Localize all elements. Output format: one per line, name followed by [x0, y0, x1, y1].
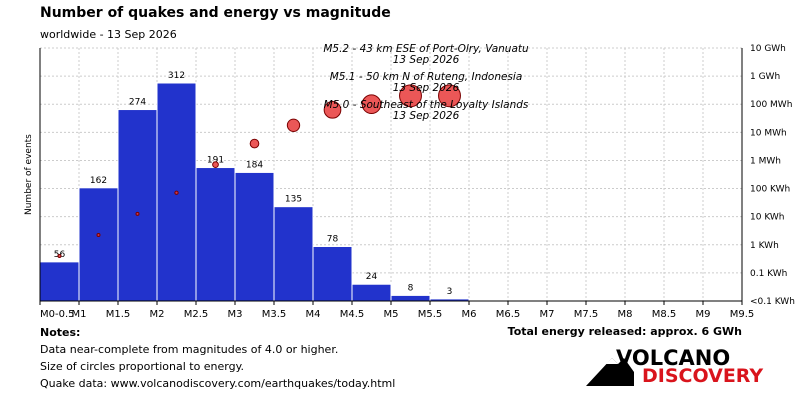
bar	[78, 187, 119, 302]
annotation-text: M5.2 - 43 km ESE of Port-Olry, Vanuatu	[323, 43, 529, 55]
energy-circle	[135, 211, 140, 216]
chart-title: Number of quakes and energy vs magnitude	[40, 5, 391, 21]
x-tick-label: M5	[384, 309, 399, 320]
notes-heading: Notes:	[40, 326, 81, 339]
annotation-date: 13 Sep 2026	[393, 110, 460, 122]
energy-circle	[57, 254, 62, 259]
annotations: M5.2 - 43 km ESE of Port-Olry, Vanuatu13…	[323, 43, 529, 122]
notes-line-1: Data near-complete from magnitudes of 4.…	[40, 343, 339, 356]
bar	[351, 283, 392, 302]
logo-word-discovery: DISCOVERY	[642, 365, 764, 387]
bar	[234, 171, 275, 302]
annotation-text: M5.1 - 50 km N of Ruteng, Indonesia	[330, 71, 523, 83]
bar-value-label: 162	[90, 176, 107, 186]
logo-word-volcano: VOLCANO	[616, 346, 731, 370]
bar-value-label: 191	[207, 156, 224, 166]
bar	[39, 261, 80, 302]
notes: Notes: Data near-complete from magnitude…	[40, 324, 395, 392]
volcano-icon	[586, 358, 634, 386]
bar	[117, 109, 158, 302]
bar-value-label: 135	[285, 195, 302, 205]
energy-circle	[399, 84, 422, 108]
x-tick-label: M4.5	[340, 309, 365, 320]
energy-circle	[323, 101, 342, 119]
x-tick-label: M9	[696, 309, 711, 320]
bar-value-label: 78	[327, 235, 339, 245]
x-tick-label: M7.5	[574, 309, 599, 320]
right-axis-label: 0.1 KWh	[750, 269, 787, 279]
right-axis-label: 10 KWh	[750, 213, 785, 223]
x-tick-label: M6	[462, 309, 477, 320]
right-axis-label: 1 GWh	[750, 72, 780, 82]
x-tick-label: M2.5	[184, 309, 209, 320]
x-tick-label: M5.5	[418, 309, 443, 320]
bar-value-label: 184	[246, 160, 263, 170]
y-axis-label: Number of events	[24, 134, 34, 215]
bar	[390, 294, 431, 302]
energy-circle	[212, 161, 219, 169]
x-tick-label: M8	[618, 309, 633, 320]
annotation-date: 13 Sep 2026	[393, 82, 460, 94]
axes: 10 GWh 1 GWh 100 MWh 10 MWh 1 MWh 100 KWh 10 K…	[39, 44, 795, 320]
right-axis-label: 100 MWh	[750, 100, 792, 110]
chart-subtitle: worldwide - 13 Sep 2026	[40, 28, 177, 41]
annotation-text: M5.0 - Southeast of the Loyalty Islands	[324, 99, 529, 111]
notes-line-3: Quake data: www.volcanodiscovery.com/ear…	[40, 377, 396, 390]
x-tick-label: M0-0.5	[40, 309, 75, 320]
right-axis-label: <0.1 KWh	[750, 297, 795, 307]
energy-circle	[249, 138, 260, 149]
right-axis-label: 10 MWh	[750, 128, 787, 138]
x-tick-label: M1.5	[106, 309, 131, 320]
x-tick-label: M1	[72, 309, 87, 320]
volcano-discovery-logo[interactable]: VOLCANO DISCOVERY	[584, 346, 764, 388]
bar-value-label: 274	[129, 98, 146, 108]
bar	[312, 246, 353, 302]
bar-value-label: 3	[447, 287, 453, 297]
x-tick-label: M7	[540, 309, 555, 320]
x-tick-label: M4	[306, 309, 321, 320]
x-tick-label: M6.5	[496, 309, 521, 320]
bar	[195, 167, 236, 302]
bar-value-label: 312	[168, 71, 185, 81]
right-axis-label: 100 KWh	[750, 185, 790, 195]
energy-circle	[96, 232, 101, 237]
bar-value-label: 24	[366, 272, 378, 282]
bars: 56162274312191184135782483	[39, 71, 470, 302]
total-energy: Total energy released: approx. 6 GWh	[507, 325, 742, 338]
energy-circle	[174, 190, 179, 195]
x-tick-label: M3.5	[262, 309, 287, 320]
x-tick-label: M3	[228, 309, 243, 320]
x-tick-label: M8.5	[652, 309, 677, 320]
annotation-date: 13 Sep 2026	[393, 54, 460, 66]
x-tick-label: M2	[150, 309, 165, 320]
energy-circle	[286, 118, 301, 132]
energy-circle	[361, 94, 382, 115]
bar-value-label: 8	[408, 283, 414, 293]
right-axis-label: 10 GWh	[750, 44, 786, 54]
right-axis-label: 1 KWh	[750, 241, 779, 251]
x-tick-label: M9.5	[730, 309, 755, 320]
bar	[273, 206, 314, 302]
right-axis-label: 1 MWh	[750, 156, 781, 166]
energy-circle	[438, 84, 461, 108]
energy-circles	[57, 84, 461, 259]
notes-line-2: Size of circles proportional to energy.	[40, 360, 245, 373]
